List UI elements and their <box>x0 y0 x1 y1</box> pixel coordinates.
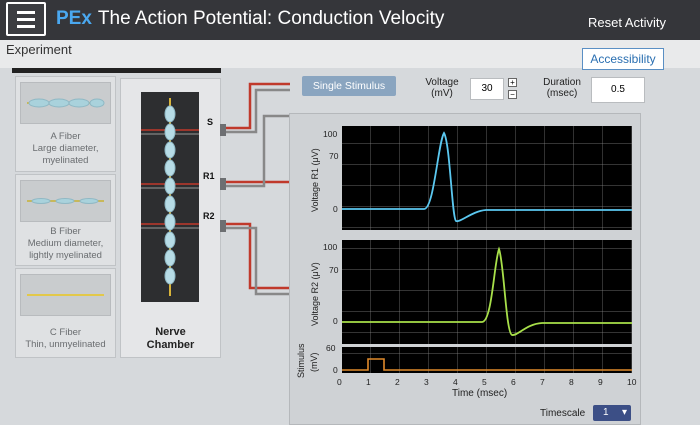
brand-logo: PEx <box>56 8 92 29</box>
fiber-c-image <box>20 274 111 316</box>
stimulus-trace <box>342 358 632 371</box>
x-tick: 9 <box>598 377 603 387</box>
stimulus-tick: 60 <box>326 343 336 353</box>
voltage-input[interactable]: 30 <box>470 78 504 100</box>
timescale-value: 1 <box>603 407 609 418</box>
menu-icon[interactable] <box>6 2 46 36</box>
x-tick: 7 <box>540 377 545 387</box>
fiber-a-desc2: myelinated <box>42 155 89 166</box>
chevron-down-icon: ▾ <box>621 407 627 418</box>
voltage-label: Voltage (mV) <box>420 77 464 99</box>
x-tick: 4 <box>453 377 458 387</box>
electrode-wires <box>220 82 290 296</box>
x-tick: 8 <box>569 377 574 387</box>
fiber-b-card[interactable]: B Fiber Medium diameter, lightly myelina… <box>15 174 116 266</box>
duration-label-text: Duration <box>543 77 581 88</box>
single-stimulus-button[interactable]: Single Stimulus <box>302 76 396 96</box>
accessibility-button[interactable]: Accessibility <box>582 48 664 70</box>
fiber-a-card[interactable]: A Fiber Large diameter, myelinated <box>15 76 116 172</box>
timescale-select[interactable]: 1 ▾ <box>593 405 631 421</box>
stimulus-tick: 0 <box>333 365 338 375</box>
experiment-label: Experiment <box>6 42 72 57</box>
duration-label: Duration (msec) <box>538 77 586 99</box>
nerve-chamber-image[interactable] <box>141 92 199 302</box>
voltage-increase-button[interactable]: + <box>508 78 517 87</box>
r2-tick: 70 <box>329 265 339 275</box>
nerve-chamber-card: S R1 R2 Nerve Chamber <box>120 78 221 358</box>
r2-trace <box>342 246 632 336</box>
r2-tick: 0 <box>333 316 338 326</box>
fiber-b-desc2: lightly myelinated <box>29 250 102 261</box>
voltage-unit-text: (mV) <box>431 88 453 99</box>
electrode-s-label: S <box>207 117 214 127</box>
x-tick: 1 <box>366 377 371 387</box>
voltage-label-text: Voltage <box>425 77 459 88</box>
r1-tick: 70 <box>329 151 339 161</box>
fiber-a-image <box>20 82 111 124</box>
chamber-label-2: Chamber <box>146 339 195 351</box>
title-bar: PEx The Action Potential: Conduction Velo… <box>0 0 700 40</box>
voltage-decrease-button[interactable]: − <box>508 90 517 99</box>
unmyelinated-fiber-icon <box>27 294 104 296</box>
title-text: The Action Potential: Conduction Velocit… <box>97 8 445 29</box>
electrode-r1-label: R1 <box>203 171 215 181</box>
duration-unit-text: (msec) <box>546 88 578 99</box>
x-tick: 3 <box>424 377 429 387</box>
fiber-b-desc1: Medium diameter, <box>27 238 104 249</box>
electrode-r2-label: R2 <box>203 211 215 221</box>
reset-activity-button[interactable]: Reset Activity <box>587 15 666 30</box>
duration-input[interactable]: 0.5 <box>591 77 645 103</box>
fiber-a-name: A Fiber <box>50 131 81 142</box>
fiber-a-desc1: Large diameter, <box>32 143 99 154</box>
shelf <box>12 68 221 73</box>
stimulus-axis-label: Stimulus <box>296 343 306 378</box>
nerve-fiber-icon <box>141 98 199 296</box>
myelinated-fiber-icon <box>27 98 105 108</box>
oscilloscope-screens <box>342 126 632 373</box>
stimulus-axis-unit: (mV) <box>309 352 319 373</box>
r1-trace <box>342 131 632 223</box>
x-tick: 5 <box>482 377 487 387</box>
lightly-myelinated-fiber-icon <box>27 198 104 204</box>
page-title: PEx The Action Potential: Conduction Velo… <box>56 8 444 30</box>
x-tick: 6 <box>511 377 516 387</box>
fiber-c-name: C Fiber <box>49 327 82 338</box>
fiber-c-desc1: Thin, unmyelinated <box>25 339 106 350</box>
chamber-label-1: Nerve <box>155 326 186 338</box>
r1-axis-label: Voltage R1 (μV) <box>310 148 320 212</box>
r1-tick: 100 <box>323 129 338 139</box>
fiber-b-image <box>20 180 111 222</box>
r2-axis-label: Voltage R2 (μV) <box>310 262 320 326</box>
x-tick: 0 <box>337 377 342 387</box>
r2-tick: 100 <box>323 242 338 252</box>
x-axis-label: Time (msec) <box>452 388 508 399</box>
timescale-label: Timescale <box>540 408 586 419</box>
fiber-b-name: B Fiber <box>50 226 81 237</box>
r1-tick: 0 <box>333 204 338 214</box>
x-tick: 2 <box>395 377 400 387</box>
x-tick: 10 <box>627 377 637 387</box>
fiber-c-card[interactable]: C Fiber Thin, unmyelinated <box>15 268 116 358</box>
